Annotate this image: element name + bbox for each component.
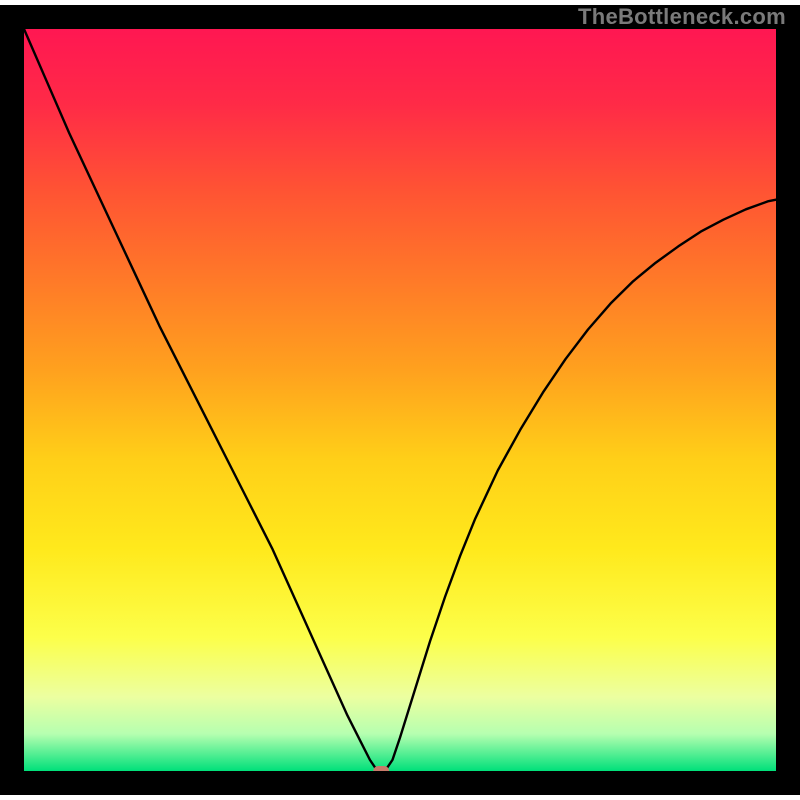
watermark-text: TheBottleneck.com	[578, 4, 786, 30]
chart-svg	[0, 0, 800, 800]
plot-background	[24, 29, 776, 771]
figure-container: TheBottleneck.com	[0, 0, 800, 800]
